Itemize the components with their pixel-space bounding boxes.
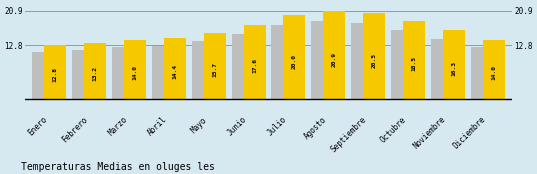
Bar <box>471 47 492 99</box>
Bar <box>244 25 265 99</box>
Text: 17.6: 17.6 <box>252 58 257 73</box>
Bar <box>45 45 66 99</box>
Bar <box>112 47 134 99</box>
Bar <box>443 30 465 99</box>
Bar <box>124 40 146 99</box>
Bar <box>152 46 174 99</box>
Text: 14.0: 14.0 <box>491 65 496 80</box>
Bar <box>403 21 425 99</box>
Bar <box>84 43 106 99</box>
Bar <box>351 23 373 99</box>
Text: 13.2: 13.2 <box>93 66 98 81</box>
Text: Temperaturas Medias en oluges les: Temperaturas Medias en oluges les <box>21 162 215 172</box>
Bar <box>72 50 94 99</box>
Bar <box>284 15 306 99</box>
Text: 14.0: 14.0 <box>133 65 137 80</box>
Text: 16.3: 16.3 <box>451 61 456 76</box>
Bar <box>391 30 413 99</box>
Bar <box>323 11 345 99</box>
Bar <box>363 13 385 99</box>
Bar <box>32 52 54 99</box>
Bar <box>272 25 293 99</box>
Text: 15.7: 15.7 <box>212 62 217 77</box>
Bar <box>231 34 253 99</box>
Text: 14.4: 14.4 <box>172 64 177 79</box>
Text: 12.8: 12.8 <box>53 67 58 82</box>
Text: 20.5: 20.5 <box>372 53 376 68</box>
Text: 20.9: 20.9 <box>332 52 337 67</box>
Bar <box>164 38 186 99</box>
Bar <box>431 38 453 99</box>
Bar <box>192 41 214 99</box>
Bar <box>483 40 505 99</box>
Text: 20.0: 20.0 <box>292 54 297 69</box>
Text: 18.5: 18.5 <box>411 56 416 71</box>
Bar <box>311 21 333 99</box>
Bar <box>204 33 226 99</box>
